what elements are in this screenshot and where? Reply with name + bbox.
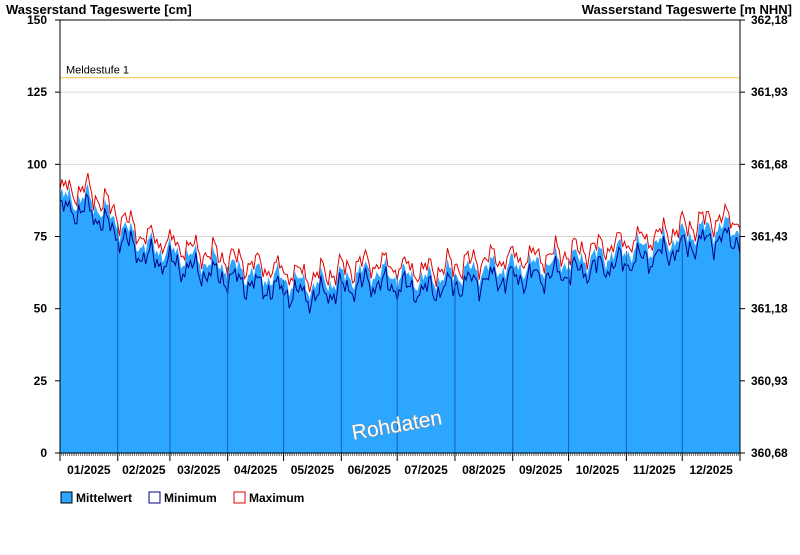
x-tick-label: 12/2025 xyxy=(689,463,733,477)
x-tick-label: 10/2025 xyxy=(576,463,620,477)
legend-maximum-swatch xyxy=(233,491,246,504)
series-maximum-line xyxy=(59,172,741,293)
tick-labels: 0 360,68 25 360,93 50 361,18 75 361,43 100 361,68… xyxy=(27,13,788,477)
x-tick-label: 04/2025 xyxy=(234,463,278,477)
y-tick-label-right: 360,68 xyxy=(751,446,788,460)
y-tick-label-right: 360,93 xyxy=(751,374,788,388)
legend-maximum-label: Maximum xyxy=(249,491,304,505)
data-area xyxy=(59,172,741,454)
y-tick-label-right: 361,18 xyxy=(751,302,788,316)
plot-frame xyxy=(59,19,741,454)
y-tick-label-left: 75 xyxy=(34,230,48,244)
y-tick-label-left: 125 xyxy=(27,85,47,99)
y-tick-label-right: 362,18 xyxy=(751,13,788,27)
x-tick-label: 08/2025 xyxy=(462,463,506,477)
x-tick-label: 09/2025 xyxy=(519,463,563,477)
y-tick-label-left: 100 xyxy=(27,157,47,171)
legend-mittelwert: Mittelwert xyxy=(60,491,132,505)
x-tick-label: 01/2025 xyxy=(67,463,111,477)
x-tick-label: 02/2025 xyxy=(122,463,166,477)
x-tick-label: 05/2025 xyxy=(291,463,335,477)
x-tick-label: 03/2025 xyxy=(177,463,221,477)
y-tick-label-left: 50 xyxy=(34,302,48,316)
x-tick-label: 07/2025 xyxy=(404,463,448,477)
y-tick-label-right: 361,43 xyxy=(751,230,788,244)
legend-mittelwert-label: Mittelwert xyxy=(76,491,132,505)
y-axis-left-title: Wasserstand Tageswerte [cm] xyxy=(6,2,192,17)
legend-minimum-label: Minimum xyxy=(164,491,217,505)
axes xyxy=(55,19,745,461)
reference-line-group: Meldestufe 1 xyxy=(60,65,740,79)
reference-line-label: Meldestufe 1 xyxy=(66,65,129,77)
y-tick-label-left: 0 xyxy=(40,446,47,460)
legend: Mittelwert Minimum Maximum xyxy=(60,491,304,505)
x-tick-label: 11/2025 xyxy=(633,463,676,477)
legend-mittelwert-swatch xyxy=(60,491,73,504)
legend-minimum: Minimum xyxy=(148,491,217,505)
y-tick-label-left: 150 xyxy=(27,13,47,27)
y-tick-label-right: 361,68 xyxy=(751,157,788,171)
series-mittelwert-area xyxy=(60,183,740,454)
legend-maximum: Maximum xyxy=(233,491,304,505)
y-tick-label-left: 25 xyxy=(34,374,48,388)
y-tick-label-right: 361,93 xyxy=(751,85,788,99)
x-tick-label: 06/2025 xyxy=(348,463,392,477)
y-axis-right-title: Wasserstand Tageswerte [m NHN] xyxy=(582,2,792,17)
legend-minimum-swatch xyxy=(148,491,161,504)
